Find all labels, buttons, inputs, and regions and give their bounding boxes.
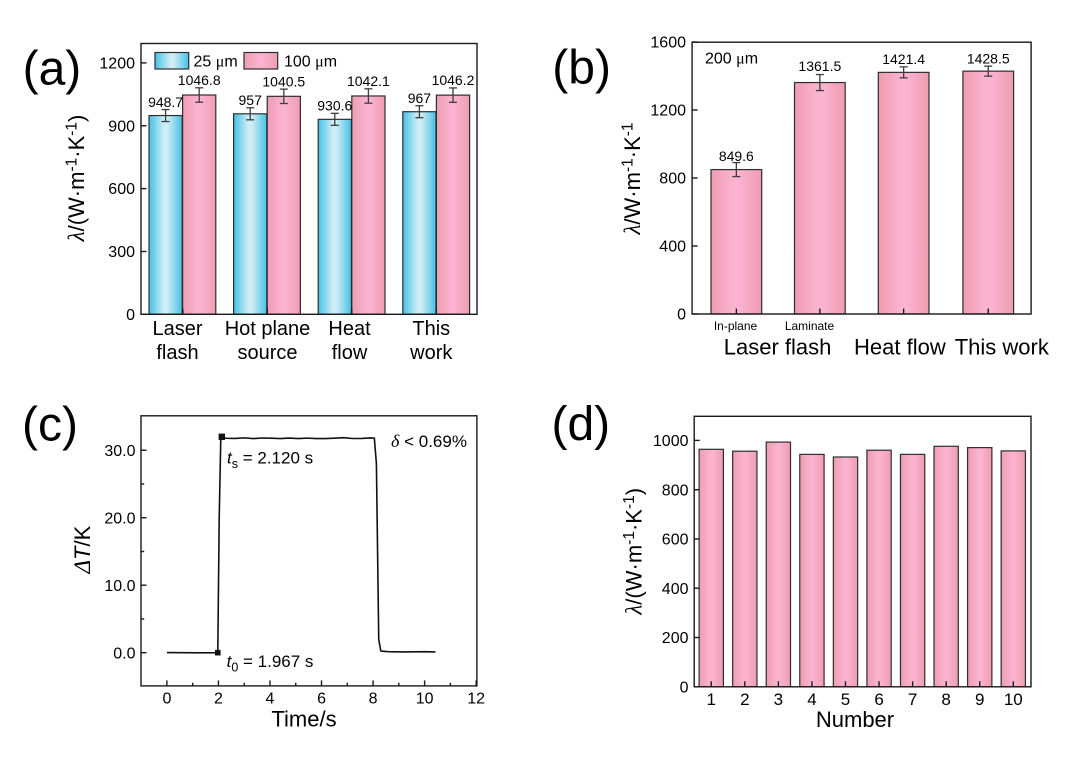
- svg-text:This: This: [412, 318, 450, 340]
- svg-text:In-plane: In-plane: [714, 319, 758, 333]
- svg-text:30.0: 30.0: [104, 443, 135, 460]
- svg-text:100 μm: 100 μm: [284, 54, 337, 71]
- svg-text:Heat: Heat: [328, 318, 371, 340]
- svg-text:600: 600: [662, 532, 689, 549]
- svg-text:8: 8: [941, 690, 950, 709]
- svg-text:948.7: 948.7: [148, 94, 183, 110]
- svg-text:5: 5: [841, 690, 850, 709]
- svg-text:25 μm: 25 μm: [194, 54, 238, 71]
- svg-text:300: 300: [108, 244, 135, 261]
- svg-text:1042.1: 1042.1: [347, 73, 390, 89]
- svg-text:0: 0: [677, 307, 686, 324]
- svg-text:source: source: [237, 342, 297, 364]
- svg-text:work: work: [409, 342, 453, 364]
- svg-text:4: 4: [807, 690, 816, 709]
- svg-text:9: 9: [975, 690, 984, 709]
- svg-text:This work: This work: [955, 335, 1050, 360]
- svg-text:1200: 1200: [650, 103, 686, 120]
- svg-text:Laser: Laser: [152, 318, 202, 340]
- svg-text:flow: flow: [332, 342, 368, 364]
- svg-text:600: 600: [108, 181, 135, 198]
- svg-text:ts = 2.120 s: ts = 2.120 s: [227, 448, 313, 471]
- svg-text:t0 = 1.967 s: t0 = 1.967 s: [227, 652, 314, 675]
- svg-text:1428.5: 1428.5: [967, 51, 1010, 67]
- svg-text:(c): (c): [22, 398, 78, 451]
- svg-text:800: 800: [659, 171, 686, 188]
- svg-text:1: 1: [707, 690, 716, 709]
- svg-text:δ < 0.69%: δ < 0.69%: [391, 431, 467, 451]
- svg-text:8: 8: [369, 691, 378, 708]
- svg-text:(b): (b): [552, 41, 611, 94]
- svg-text:Laser flash: Laser flash: [724, 335, 832, 360]
- svg-text:849.6: 849.6: [719, 148, 754, 164]
- svg-text:Hot plane: Hot plane: [225, 318, 311, 340]
- svg-text:1600: 1600: [650, 35, 686, 52]
- svg-text:1046.2: 1046.2: [432, 72, 475, 88]
- svg-text:0: 0: [162, 691, 171, 708]
- svg-text:4: 4: [266, 691, 275, 708]
- svg-text:900: 900: [108, 118, 135, 135]
- svg-text:20.0: 20.0: [104, 510, 135, 527]
- svg-text:800: 800: [662, 482, 689, 499]
- svg-text:967: 967: [408, 90, 432, 106]
- svg-text:2: 2: [214, 691, 223, 708]
- svg-text:Heat flow: Heat flow: [854, 335, 946, 360]
- svg-text:Number: Number: [816, 707, 894, 732]
- svg-text:10.0: 10.0: [104, 578, 135, 595]
- svg-text:λ/(W·m-1·K-1): λ/(W·m-1·K-1): [64, 115, 90, 243]
- svg-text:0.0: 0.0: [113, 645, 135, 662]
- svg-text:0: 0: [680, 679, 689, 696]
- svg-text:200: 200: [662, 630, 689, 647]
- svg-text:930.6: 930.6: [317, 98, 352, 114]
- svg-text:957: 957: [239, 92, 263, 108]
- svg-text:Time/s: Time/s: [271, 707, 336, 732]
- svg-text:0: 0: [126, 307, 135, 324]
- svg-text:6: 6: [317, 691, 326, 708]
- svg-text:1040.5: 1040.5: [262, 73, 305, 89]
- svg-text:λ/W·m-1·K-1: λ/W·m-1·K-1: [620, 122, 646, 235]
- svg-text:2: 2: [740, 690, 749, 709]
- svg-text:400: 400: [662, 581, 689, 598]
- svg-text:1046.8: 1046.8: [178, 72, 221, 88]
- svg-text:Laminate: Laminate: [785, 319, 835, 333]
- svg-text:12: 12: [467, 691, 485, 708]
- svg-text:200 μm: 200 μm: [705, 51, 758, 68]
- svg-text:λ/(W·m-1·K-1): λ/(W·m-1·K-1): [621, 488, 647, 616]
- svg-text:1000: 1000: [653, 433, 689, 450]
- svg-text:3: 3: [774, 690, 783, 709]
- svg-text:(a): (a): [23, 42, 82, 95]
- svg-text:1361.5: 1361.5: [798, 58, 841, 74]
- svg-text:10: 10: [416, 691, 434, 708]
- svg-text:400: 400: [659, 239, 686, 256]
- svg-text:6: 6: [874, 690, 883, 709]
- svg-text:ΔT/K: ΔT/K: [70, 525, 95, 574]
- svg-text:1421.4: 1421.4: [882, 51, 925, 67]
- svg-text:10: 10: [1004, 690, 1023, 709]
- svg-text:1200: 1200: [99, 56, 135, 73]
- svg-text:flash: flash: [156, 342, 198, 364]
- svg-text:(d): (d): [552, 398, 611, 451]
- svg-text:7: 7: [908, 690, 917, 709]
